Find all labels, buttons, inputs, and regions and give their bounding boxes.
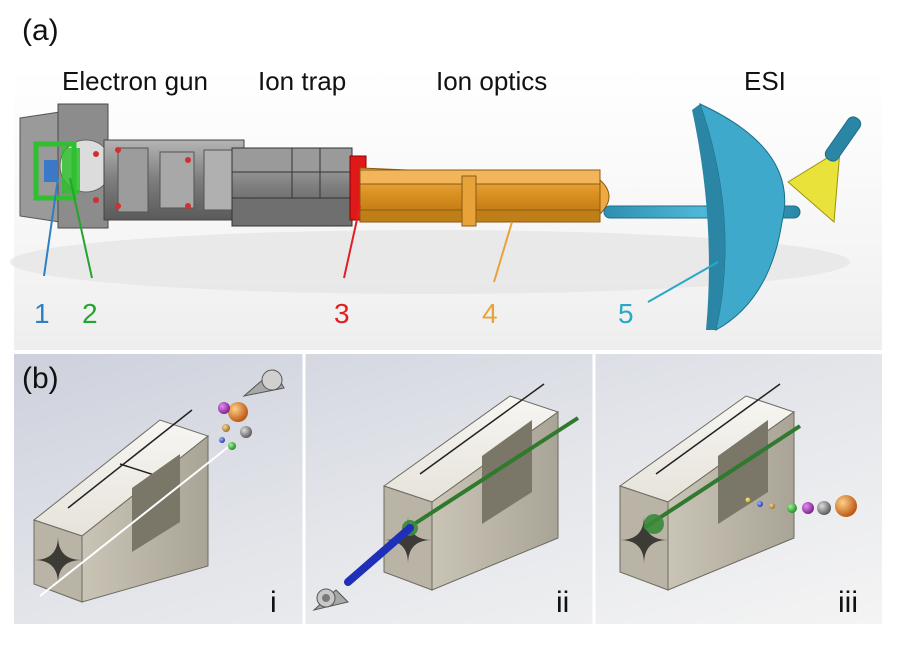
callout-2-line	[69, 177, 93, 279]
subpanel-label-iii: iii	[838, 586, 858, 619]
callout-4-line	[493, 221, 513, 283]
callout-3-line	[343, 205, 361, 279]
ion-cloud-i	[218, 402, 252, 450]
callout-label-1: 1	[34, 298, 50, 329]
callout-5-line	[647, 261, 719, 303]
trap-block-i	[32, 409, 233, 603]
panel-a-label: (a)	[22, 14, 59, 47]
panel-b-label: (b)	[22, 362, 59, 395]
floor-shadow	[10, 230, 850, 294]
ion-chain-iii	[745, 495, 857, 517]
trap-block-iii	[618, 383, 802, 591]
esi-tip-i	[242, 369, 285, 397]
ion-trap-assembly	[231, 147, 367, 227]
section-label-esi: ESI	[744, 66, 786, 96]
esi-assembly	[603, 103, 862, 331]
section-label-electron-gun: Electron gun	[62, 66, 208, 96]
ion-optics-assembly	[359, 167, 610, 227]
subpanel-label-i: i	[270, 586, 277, 619]
section-label-ion-optics: Ion optics	[436, 66, 548, 96]
callout-1-line	[43, 177, 59, 277]
section-label-ion-trap: Ion trap	[258, 66, 347, 96]
callout-label-2: 2	[82, 298, 98, 329]
callout-label-3: 3	[334, 298, 350, 329]
callout-label-5: 5	[618, 298, 634, 329]
subpanel-label-ii: ii	[556, 586, 570, 619]
electron-beam-ii	[312, 524, 414, 611]
callout-label-4: 4	[482, 298, 498, 329]
